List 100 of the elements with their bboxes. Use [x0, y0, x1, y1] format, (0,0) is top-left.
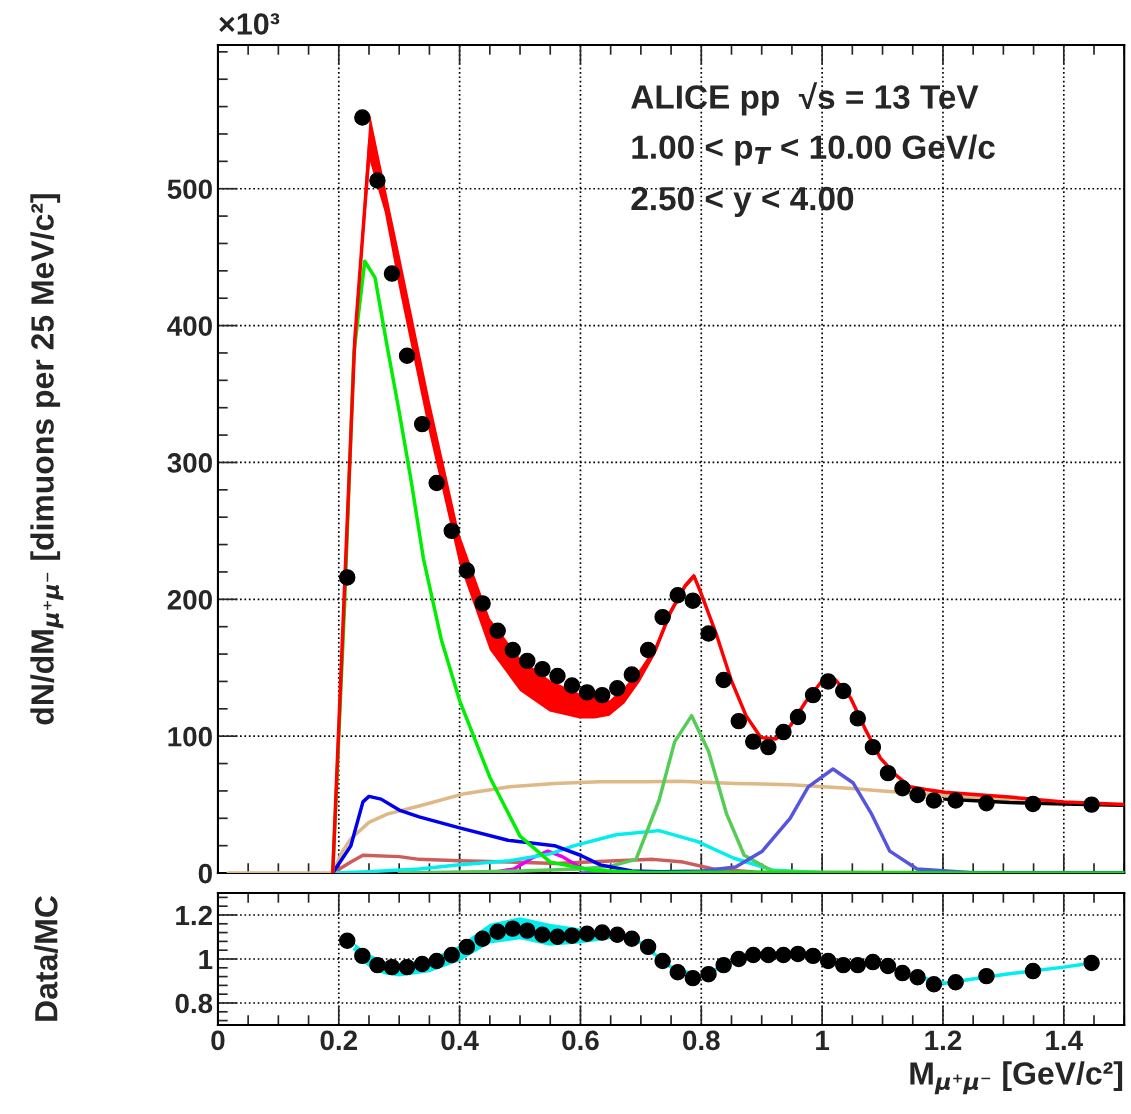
point — [549, 928, 566, 945]
point — [489, 923, 506, 940]
point — [339, 932, 356, 949]
y-tick-label: 300 — [167, 453, 212, 473]
point — [879, 957, 897, 975]
point — [745, 946, 762, 964]
x-tick-label: 1.2 — [925, 1030, 962, 1050]
point — [593, 686, 611, 704]
point — [398, 958, 416, 976]
point — [623, 930, 641, 947]
x-tick-label: 1 — [816, 1030, 830, 1050]
point — [489, 622, 506, 640]
x-tick-label: 1.4 — [1046, 1030, 1083, 1050]
point — [654, 952, 671, 970]
point — [835, 682, 852, 700]
point — [639, 938, 657, 956]
point — [849, 710, 866, 727]
point — [504, 641, 521, 659]
point — [458, 562, 476, 579]
point — [925, 976, 943, 993]
point — [715, 956, 732, 974]
point — [578, 684, 596, 701]
y-tick-label: 100 — [168, 726, 212, 747]
point — [413, 955, 431, 973]
point — [804, 686, 822, 704]
annotation: 2.50 < y < 4.00 — [631, 186, 854, 218]
point — [623, 666, 641, 683]
point — [563, 677, 581, 694]
point — [909, 969, 926, 986]
x-tick-label: 0.2 — [320, 1030, 357, 1051]
point — [534, 926, 551, 943]
point — [1024, 795, 1042, 813]
point — [864, 953, 882, 971]
x-tick-label: 0.8 — [683, 1030, 720, 1051]
point — [730, 950, 747, 968]
y-tick-label: 1 — [199, 949, 213, 970]
point — [354, 109, 371, 126]
point — [428, 952, 445, 970]
x-tick-label: 0.6 — [562, 1030, 599, 1051]
point — [1083, 954, 1100, 972]
y-axis-title: Data/MC — [34, 895, 58, 1021]
point — [669, 963, 686, 981]
point — [609, 926, 626, 943]
point — [339, 569, 356, 586]
point — [894, 779, 911, 797]
point — [639, 641, 657, 659]
point — [684, 969, 702, 987]
point — [700, 965, 717, 983]
point — [428, 474, 445, 492]
point — [760, 946, 777, 964]
point — [804, 947, 822, 965]
y-tick-label: 200 — [167, 589, 212, 610]
point — [369, 172, 386, 189]
point — [947, 792, 964, 809]
x-tick-label: 0.4 — [441, 1030, 479, 1051]
y-tick-label: 0 — [198, 863, 212, 884]
point — [443, 946, 460, 964]
point — [894, 964, 911, 982]
point — [909, 786, 926, 804]
point — [925, 792, 943, 809]
point — [730, 712, 747, 730]
point — [534, 660, 551, 678]
y-tick-label: 500 — [167, 179, 212, 200]
point — [849, 956, 866, 974]
point — [609, 680, 626, 697]
point — [458, 938, 476, 956]
x-axis-title: M$_{μ⁺μ⁻}$ [GeV/c²] — [910, 1061, 1123, 1095]
point — [669, 586, 686, 604]
point — [745, 733, 762, 750]
point — [700, 625, 717, 642]
point — [474, 930, 491, 947]
point — [354, 947, 371, 965]
point — [760, 738, 777, 756]
point — [519, 652, 536, 670]
point — [775, 723, 792, 741]
text: ×10³ — [219, 13, 280, 35]
y-axis-title: dN/dM$_{μ⁺μ⁻}$ [dimuons per 25 MeV/c²] — [30, 194, 64, 725]
point — [947, 974, 964, 991]
annotation: ALICE pp √s = 13 TeV — [631, 82, 979, 116]
point — [578, 925, 596, 942]
point — [978, 967, 995, 985]
point — [519, 922, 536, 939]
y-tick-label: 400 — [167, 316, 212, 336]
point — [549, 667, 566, 685]
point — [819, 952, 837, 970]
point — [474, 595, 491, 612]
point — [383, 265, 401, 282]
y-tick-label: 0.8 — [175, 993, 213, 1014]
point — [715, 671, 732, 689]
point — [789, 708, 807, 726]
point — [369, 956, 386, 974]
point — [879, 764, 897, 782]
point — [789, 945, 807, 963]
point — [835, 956, 852, 974]
point — [819, 673, 837, 690]
annotation: 1.00 < p$_{T}$ < 10.00 GeV/c — [632, 134, 995, 166]
point — [504, 920, 521, 937]
point — [864, 738, 882, 756]
point — [1024, 962, 1042, 980]
point — [775, 946, 792, 964]
